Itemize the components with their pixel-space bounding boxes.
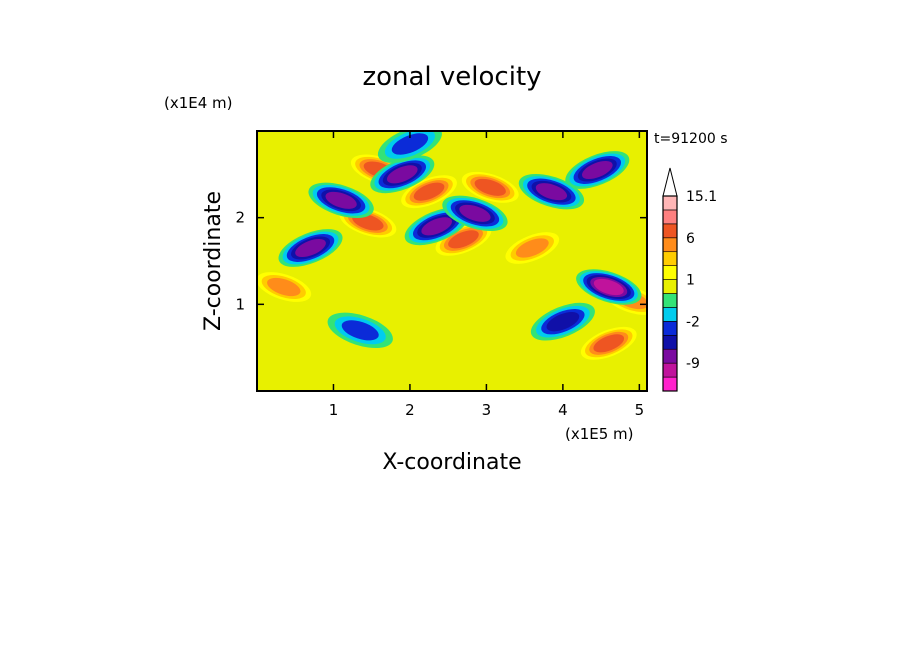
colorbar: 15.1 6 1 -2 -9 xyxy=(662,167,717,392)
y-unit-label: (x1E4 m) xyxy=(164,94,233,112)
colorbar-label: 6 xyxy=(686,231,695,247)
colorbar-label: -2 xyxy=(686,314,700,330)
field-contour xyxy=(593,278,624,296)
colorbar-swatch xyxy=(662,334,678,350)
x-tick-label: 4 xyxy=(558,401,568,419)
field-feature xyxy=(565,151,630,189)
field-contour xyxy=(474,178,506,196)
field-contour xyxy=(325,191,357,209)
colorbar-extend-arrow xyxy=(662,167,678,197)
field-contour xyxy=(581,160,613,180)
field-contour xyxy=(295,238,326,258)
chart-title: zonal velocity xyxy=(362,62,541,92)
field-contour xyxy=(267,277,301,297)
colorbar-frame xyxy=(662,195,678,392)
colorbar-swatch xyxy=(662,223,678,239)
plot-frame xyxy=(256,130,648,392)
colorbar-swatch xyxy=(662,348,678,364)
field-feature xyxy=(397,172,462,211)
colorbar-label: -9 xyxy=(686,356,700,372)
field-feature xyxy=(278,229,343,267)
colorbar-label: 1 xyxy=(686,273,695,289)
field-feature xyxy=(576,324,641,363)
colorbar-swatch xyxy=(662,321,678,336)
colorbar-swatch xyxy=(662,251,678,266)
x-tick-label: 5 xyxy=(635,401,645,419)
field-feature xyxy=(442,195,508,232)
colorbar-swatch xyxy=(662,265,678,280)
x-tick-label: 1 xyxy=(329,401,339,419)
x-unit-label: (x1E5 m) xyxy=(565,425,634,443)
colorbar-label: 15.1 xyxy=(686,189,717,205)
field-contour xyxy=(391,133,429,155)
field-feature xyxy=(500,229,565,267)
x-tick-label: 2 xyxy=(405,401,415,419)
field-feature xyxy=(308,182,374,219)
y-tick-label: 2 xyxy=(235,209,245,227)
colorbar-swatch xyxy=(662,307,678,322)
y-tick-label: 1 xyxy=(235,295,245,313)
field-feature xyxy=(327,312,393,349)
colorbar-swatch xyxy=(662,376,678,392)
field-feature xyxy=(530,302,595,341)
field-feature xyxy=(518,173,585,210)
field-contour xyxy=(546,311,580,332)
field-contour xyxy=(535,183,568,201)
contour-field xyxy=(257,131,647,391)
colorbar-swatch xyxy=(662,209,678,225)
field-contour xyxy=(421,217,453,236)
field-contour xyxy=(448,230,479,249)
colorbar-swatch xyxy=(662,279,678,294)
field-feature xyxy=(257,269,317,305)
colorbar-swatch xyxy=(662,195,678,211)
field-feature xyxy=(370,155,435,194)
field-contour xyxy=(341,320,379,341)
x-axis: 1 2 3 4 5 xyxy=(329,131,644,419)
colorbar-swatch xyxy=(662,362,678,378)
field-contour xyxy=(515,238,549,258)
field-feature xyxy=(377,131,442,163)
field-contour xyxy=(413,182,445,201)
colorbar-swatch xyxy=(662,237,678,253)
field-feature xyxy=(457,169,523,206)
field-contour xyxy=(593,334,625,353)
x-tick-label: 3 xyxy=(482,401,492,419)
x-axis-title: X-coordinate xyxy=(382,450,521,475)
colorbar-swatch xyxy=(662,293,678,308)
time-label: t=91200 s xyxy=(654,131,728,147)
field-feature xyxy=(576,269,642,305)
field-contour xyxy=(386,165,418,184)
y-axis-title: Z-coordinate xyxy=(201,191,226,331)
field-contour xyxy=(459,204,491,222)
y-axis: 12 xyxy=(235,209,647,313)
